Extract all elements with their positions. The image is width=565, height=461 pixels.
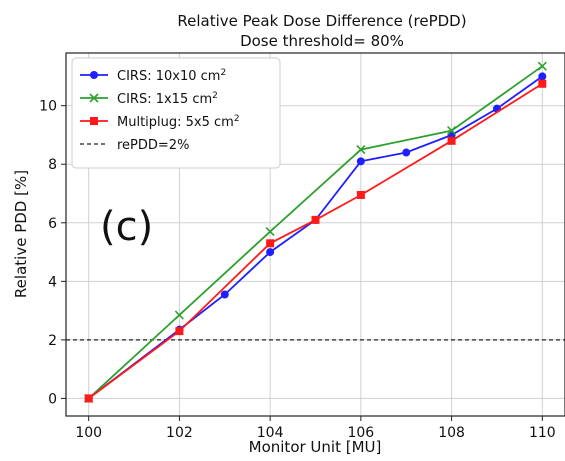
y-tick-label: 0 — [48, 391, 57, 407]
panel-label: (c) — [100, 204, 153, 250]
chart-subtitle: Dose threshold= 80% — [240, 32, 404, 50]
data-point — [311, 215, 320, 224]
x-tick-label: 108 — [438, 425, 465, 441]
series-2 — [84, 61, 547, 404]
x-axis-label: Monitor Unit [MU] — [249, 438, 382, 456]
chart-title: Relative Peak Dose Difference (rePDD) — [177, 12, 466, 30]
data-point — [266, 248, 275, 257]
legend-label: Multiplug: 5x5 cm2 — [117, 114, 240, 130]
y-tick-label: 8 — [48, 157, 57, 173]
x-tick-label: 106 — [347, 425, 374, 441]
y-tick-label: 4 — [48, 274, 57, 290]
x-tick-label: 110 — [529, 425, 556, 441]
y-tick-label: 6 — [48, 216, 57, 232]
data-point — [175, 327, 184, 336]
legend-entry: CIRS: 10x10 cm2 — [80, 68, 226, 84]
data-point — [538, 72, 547, 81]
legend-entry: CIRS: 1x15 cm2 — [80, 91, 218, 107]
data-point — [402, 148, 411, 157]
legend-label: rePDD=2% — [117, 138, 189, 153]
data-point — [266, 239, 275, 248]
y-tick-label: 2 — [48, 333, 57, 349]
x-tick-label: 100 — [75, 425, 102, 441]
series-line — [88, 75, 543, 400]
data-point — [174, 310, 184, 320]
data-point — [84, 394, 93, 403]
x-tick-label: 104 — [257, 425, 284, 441]
data-point — [356, 145, 366, 155]
legend-entry: rePDD=2% — [80, 138, 189, 153]
data-point — [220, 290, 229, 299]
y-tick-label: 10 — [39, 99, 57, 115]
y-axis-label: Relative PDD [%] — [12, 170, 30, 298]
plot-frame — [65, 52, 565, 417]
legend-label: CIRS: 1x15 cm2 — [117, 91, 218, 107]
series-3 — [84, 79, 547, 403]
series-layer — [84, 61, 547, 404]
data-point — [537, 61, 547, 71]
legend-entry: Multiplug: 5x5 cm2 — [80, 114, 240, 130]
legend-marker — [90, 71, 98, 79]
legend-marker — [90, 117, 98, 125]
legend-label: CIRS: 10x10 cm2 — [117, 68, 226, 84]
legend-frame — [71, 57, 281, 169]
data-point — [356, 157, 365, 166]
data-point — [265, 227, 275, 237]
legend-marker — [89, 93, 99, 103]
data-point — [447, 136, 456, 145]
tick-layer: 100 102 104 106 108 110 0 2 4 6 8 10 — [39, 99, 556, 441]
data-point — [447, 126, 457, 136]
series-line — [88, 65, 543, 400]
legend: CIRS: 10x10 cm2 CIRS: 1x15 cm2 Multiplug: … — [71, 57, 281, 169]
data-point — [356, 190, 365, 199]
x-tick-label: 102 — [166, 425, 193, 441]
data-point — [538, 79, 547, 88]
